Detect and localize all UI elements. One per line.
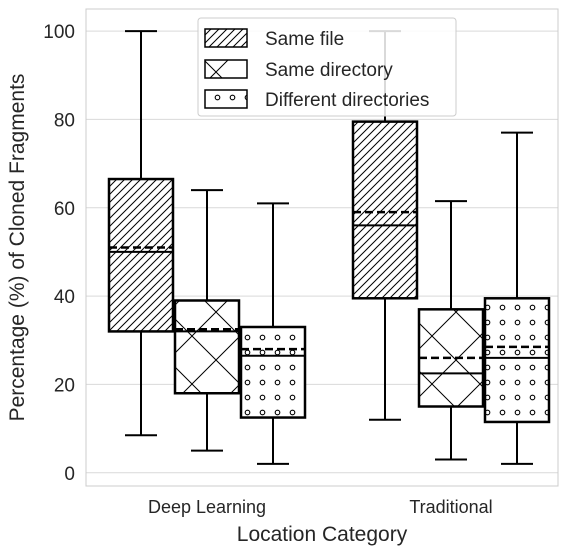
box-iqr xyxy=(173,299,241,395)
box-iqr xyxy=(107,177,175,333)
legend-patch-same-file xyxy=(204,28,248,48)
boxes xyxy=(107,30,551,465)
y-tick-label: 80 xyxy=(54,110,75,131)
x-tick-label: Deep Learning xyxy=(148,497,266,517)
legend-label-same-file: Same file xyxy=(265,29,344,50)
legend-patch-different-directories xyxy=(204,89,248,109)
y-axis-ticks: 0 20 40 60 80 100 xyxy=(43,22,75,485)
y-tick-label: 60 xyxy=(54,199,75,220)
box-different-directories-traditional xyxy=(483,131,551,465)
legend-frame xyxy=(197,17,457,117)
box-same-file-deep-learning xyxy=(107,30,175,437)
legend-patch-same-directory xyxy=(204,59,248,79)
x-axis-ticks: Deep Learning Traditional xyxy=(148,497,493,517)
y-tick-label: 100 xyxy=(43,22,75,43)
box-iqr xyxy=(483,297,551,424)
box-different-directories-deep-learning xyxy=(239,202,307,465)
box-iqr xyxy=(351,120,419,300)
plot-area-frame xyxy=(85,8,559,487)
box-same-directory-deep-learning xyxy=(173,189,241,452)
legend: Same file Same directory Different directo… xyxy=(197,17,457,117)
legend-label-same-directory: Same directory xyxy=(265,60,393,81)
y-tick-label: 20 xyxy=(54,375,75,396)
box-same-directory-traditional xyxy=(417,200,485,461)
legend-label-different-directories: Different directories xyxy=(265,90,429,111)
y-tick-label: 0 xyxy=(64,464,75,485)
y-axis-label: Percentage (%) of Cloned Fragments xyxy=(6,74,29,422)
box-iqr xyxy=(239,325,307,419)
x-tick-label: Traditional xyxy=(409,497,492,517)
x-axis-label: Location Category xyxy=(237,523,408,546)
y-tick-label: 40 xyxy=(54,287,75,308)
